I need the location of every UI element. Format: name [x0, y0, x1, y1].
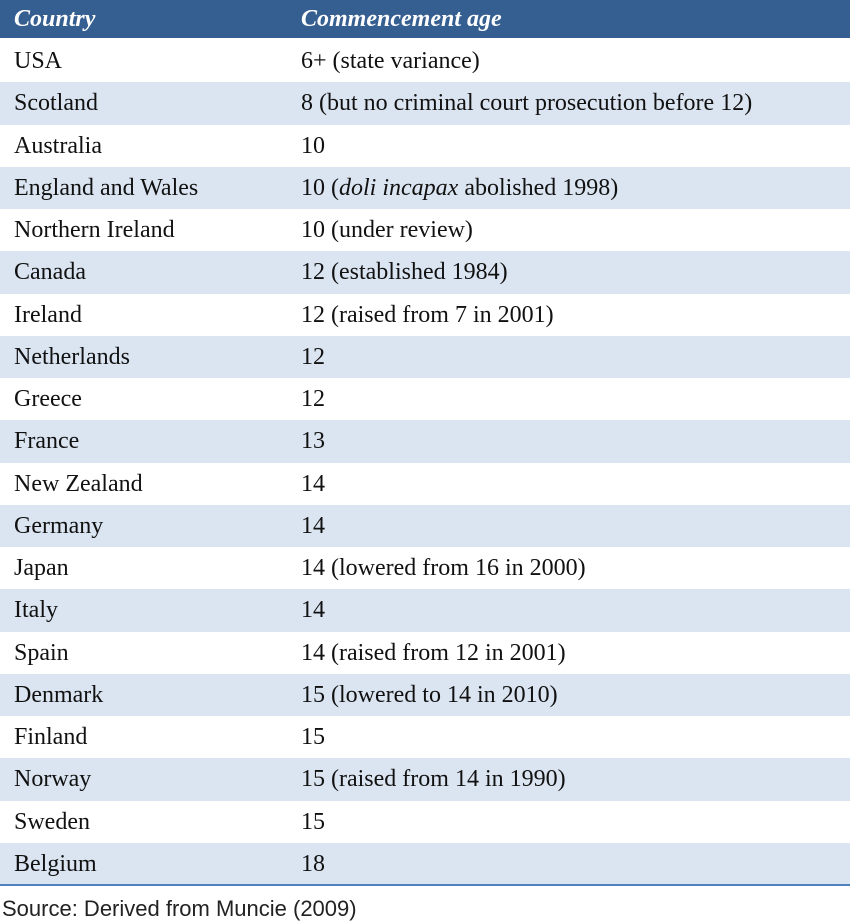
- source-note: Source: Derived from Muncie (2009): [2, 896, 357, 921]
- age-cell: 6+ (state variance): [301, 48, 480, 74]
- italic-text: doli incapax: [339, 174, 459, 201]
- country-cell: Northern Ireland: [14, 217, 175, 243]
- age-cell: 14: [301, 512, 325, 539]
- table-row: Denmark 15 (lowered to 14 in 2010): [0, 673, 850, 716]
- table-row: Ireland 12 (raised from 7 in 2001): [0, 293, 850, 336]
- country-cell: Japan: [14, 555, 69, 581]
- age-cell: 8 (but no criminal court prosecution bef…: [301, 90, 753, 117]
- table-row: Belgium 18: [0, 842, 850, 885]
- age-cell: 12 (established 1984): [301, 259, 508, 286]
- table-row: Spain 14 (raised from 12 in 2001): [0, 631, 850, 674]
- country-cell: Italy: [14, 597, 58, 624]
- country-cell: USA: [14, 48, 63, 74]
- country-cell: Norway: [14, 766, 92, 793]
- header-cell: Country: [14, 6, 96, 32]
- country-cell: Scotland: [14, 90, 98, 117]
- age-cell: 18: [301, 850, 325, 877]
- age-cell: 14: [301, 470, 325, 497]
- age-cell: 10 (doli incapax abolished 1998): [301, 176, 618, 200]
- table-row: Norway 15 (raised from 14 in 1990): [0, 758, 850, 801]
- country-cell: Canada: [14, 259, 86, 286]
- table-row: Germany 14: [0, 504, 850, 547]
- table-row: Australia 10: [0, 124, 850, 167]
- country-cell: Netherlands: [14, 343, 130, 370]
- header-cell: Commencement age: [301, 6, 502, 32]
- table-row: USA 6+ (state variance): [0, 40, 850, 83]
- table-row: Finland 15: [0, 716, 850, 759]
- age-cell: 15 (raised from 14 in 1990): [301, 766, 566, 793]
- country-cell: Australia: [14, 132, 102, 159]
- header-row: Country Commencement age: [0, 0, 850, 38]
- age-cell: 15: [301, 808, 325, 835]
- table-row: France 13: [0, 420, 850, 463]
- table-row: Japan 14 (lowered from 16 in 2000): [0, 547, 850, 590]
- country-cell: Belgium: [14, 850, 97, 877]
- table-row: Netherlands 12: [0, 335, 850, 378]
- table-row: Scotland 8 (but no criminal court prosecu…: [0, 82, 850, 125]
- age-cell: 14 (raised from 12 in 2001): [301, 639, 566, 666]
- country-cell: Spain: [14, 639, 69, 666]
- bottom-rule: [0, 884, 850, 886]
- age-cell: 10: [301, 132, 325, 159]
- country-cell: Denmark: [14, 681, 104, 708]
- country-cell: France: [14, 428, 80, 455]
- text-run: 10 (: [301, 174, 339, 201]
- country-cell: New Zealand: [14, 470, 143, 497]
- age-cell: 12 (raised from 7 in 2001): [301, 301, 554, 328]
- country-cell: Sweden: [14, 808, 90, 835]
- text-run: abolished 1998): [458, 174, 619, 201]
- table-row: Greece 12: [0, 378, 850, 421]
- age-cell: 12: [301, 343, 325, 370]
- country-cell: Finland: [14, 724, 88, 750]
- table-row: England and Wales 10 (doli incapax abolis…: [0, 166, 850, 209]
- table-row: Italy 14: [0, 589, 850, 632]
- age-cell: 12: [301, 386, 325, 412]
- age-cell: 15 (lowered to 14 in 2010): [301, 681, 558, 708]
- country-cell: Germany: [14, 512, 104, 539]
- table-row: Canada 12 (established 1984): [0, 251, 850, 294]
- age-cell: 13: [301, 428, 325, 455]
- table-row: Sweden 15: [0, 800, 850, 843]
- country-cell: England and Wales: [14, 174, 199, 201]
- table-row: New Zealand 14: [0, 462, 850, 505]
- age-cell: 14: [301, 597, 325, 624]
- age-cell: 15: [301, 724, 325, 750]
- table-row: Northern Ireland 10 (under review): [0, 209, 850, 252]
- age-cell: 10 (under review): [301, 217, 473, 243]
- country-cell: Ireland: [14, 301, 82, 328]
- age-cell: 14 (lowered from 16 in 2000): [301, 555, 586, 581]
- country-cell: Greece: [14, 386, 82, 412]
